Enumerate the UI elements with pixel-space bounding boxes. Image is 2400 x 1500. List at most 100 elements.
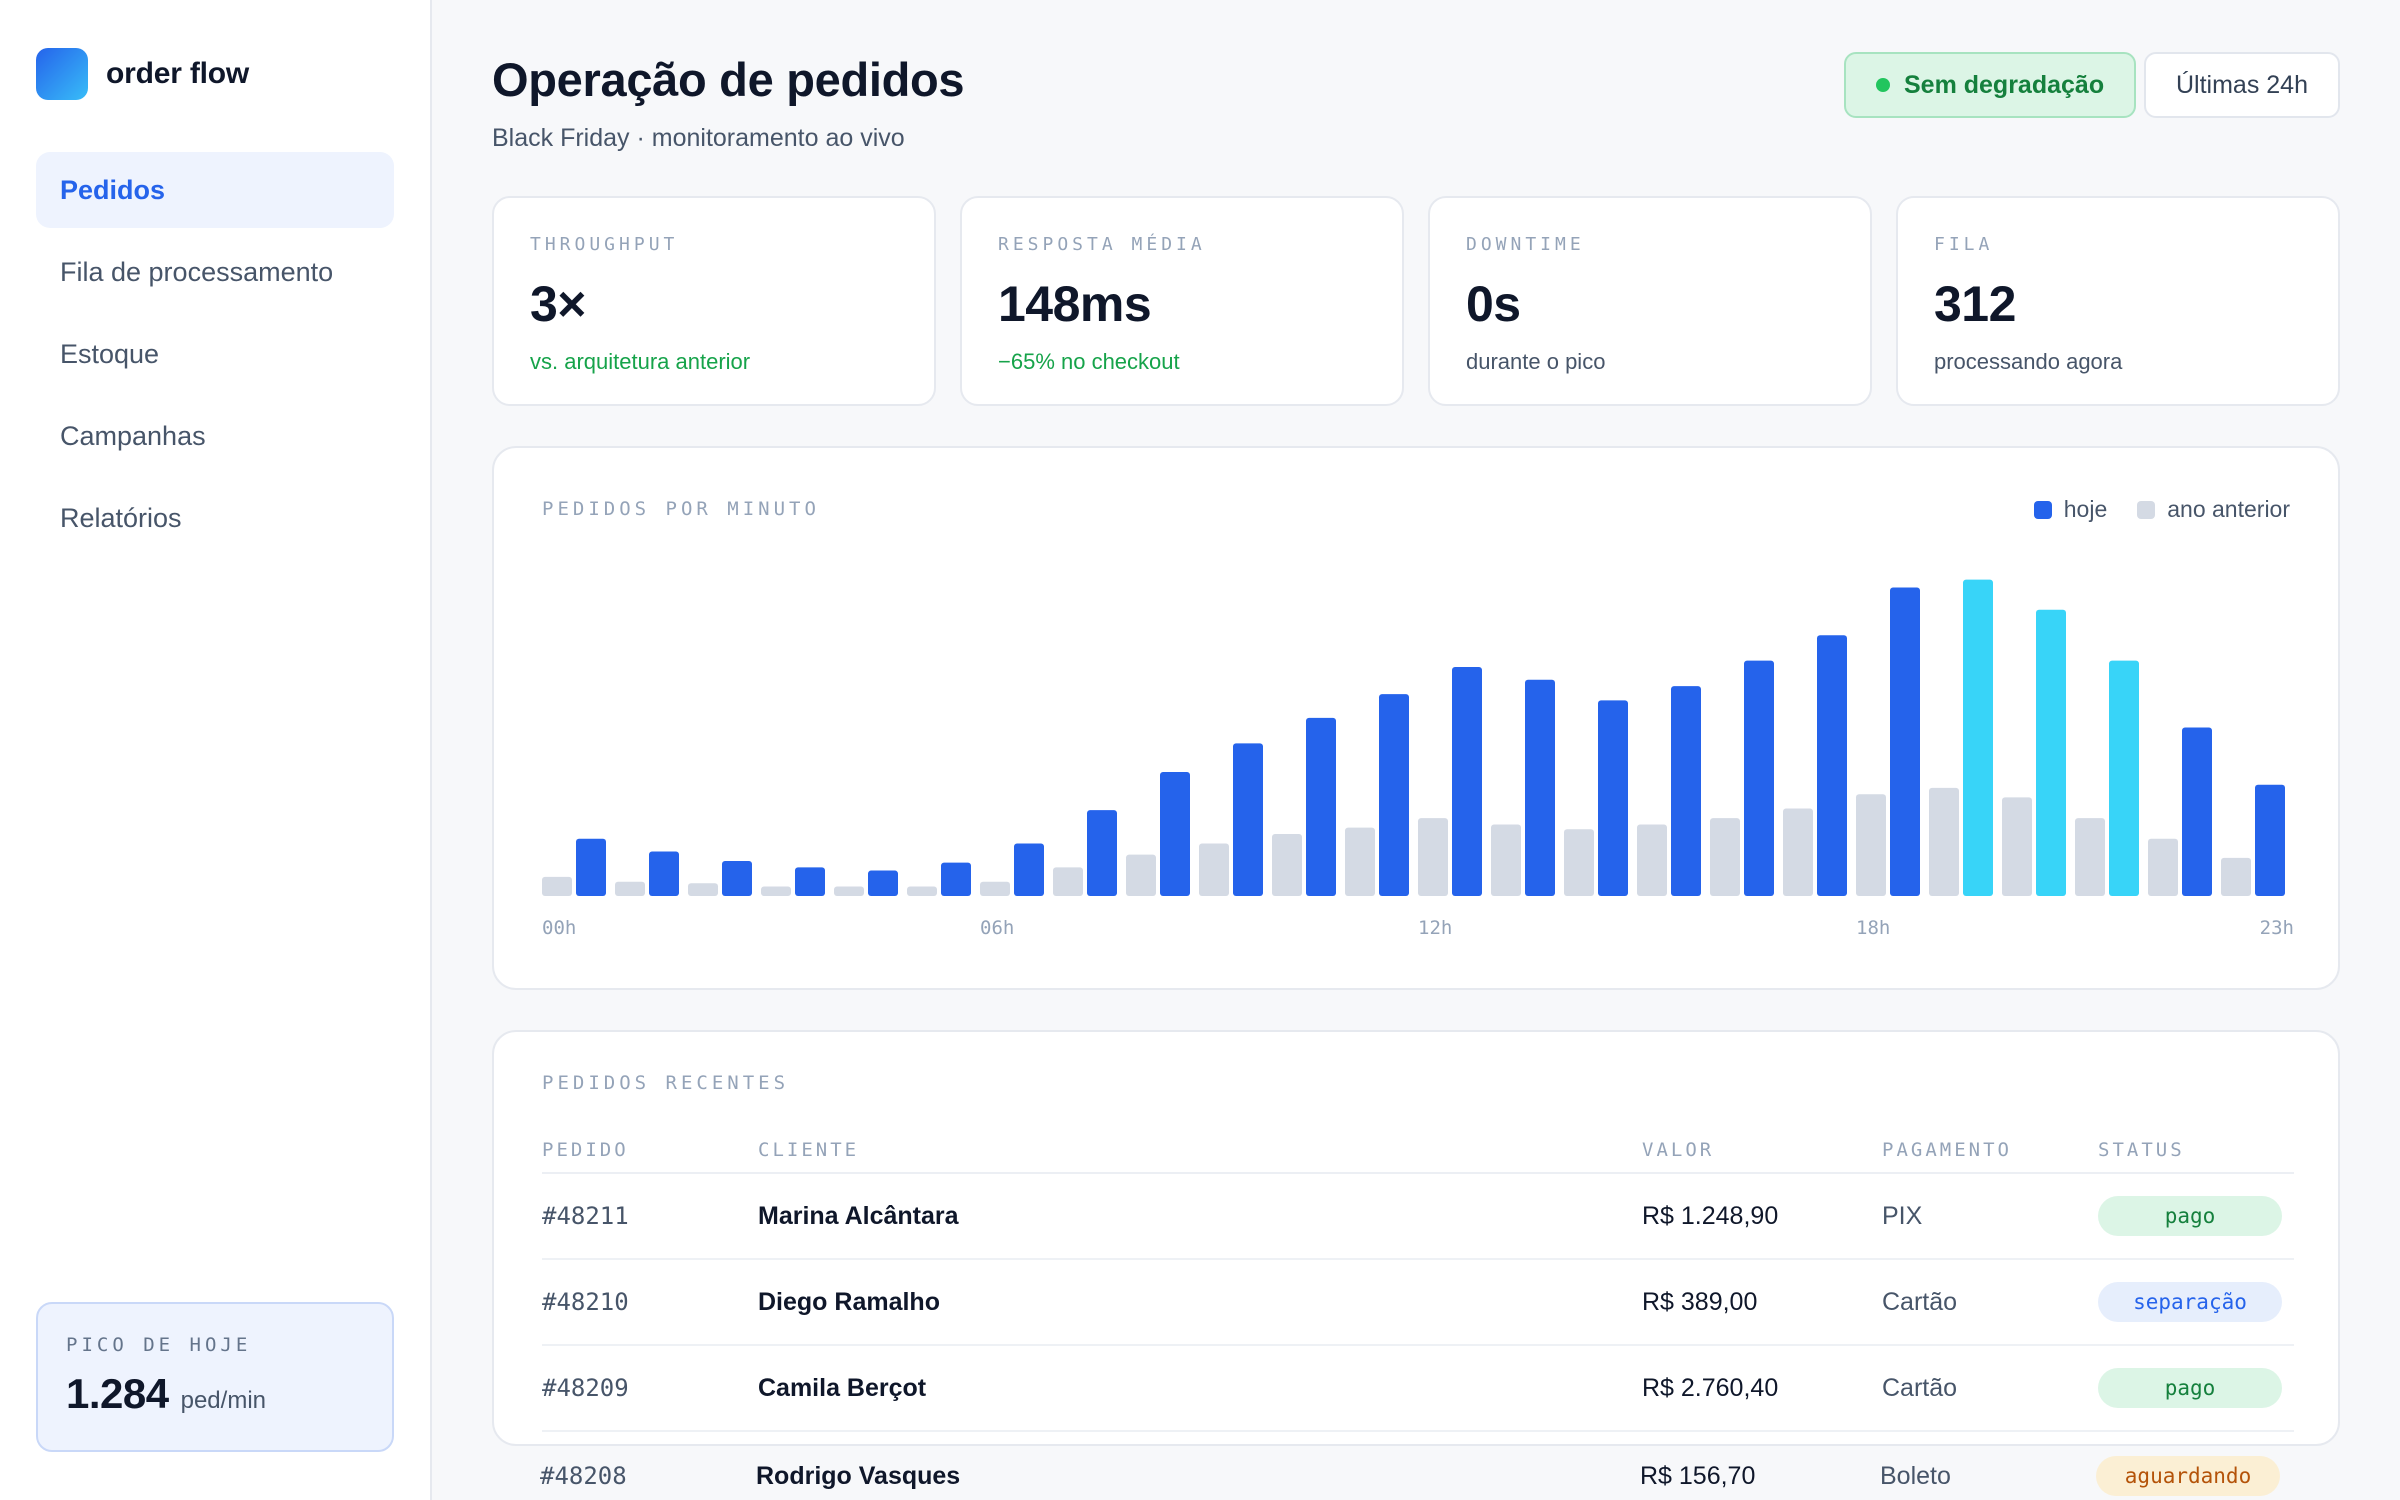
sidebar-item-pedidos[interactable]: Pedidos [36, 152, 394, 228]
kpi-note: −65% no checkout [998, 349, 1180, 374]
status-badge: pago [2098, 1368, 2282, 1408]
order-id: #48210 [542, 1288, 629, 1316]
sidebar-item-label: Fila de processamento [60, 256, 334, 287]
bar-previous-22h [2148, 838, 2178, 896]
bar-previous-23h [2221, 857, 2251, 896]
bar-today-20h [2036, 609, 2066, 896]
sidebar-item-relatorios[interactable]: Relatórios [36, 480, 394, 556]
bar-previous-08h [1126, 854, 1156, 896]
bar-previous-20h [2002, 797, 2032, 896]
peak-value: 1.284 [66, 1370, 169, 1417]
bar-today-06h [1014, 843, 1044, 896]
status-dot-icon [1876, 78, 1890, 92]
column-header-order: PEDIDO [542, 1139, 629, 1161]
kpi-card-queue: FILA 312 processando agora [1896, 196, 2340, 406]
sidebar-item-label: Pedidos [60, 174, 166, 205]
order-payment: Cartão [1882, 1287, 1958, 1316]
kpi-label: RESPOSTA MÉDIA [998, 234, 1206, 255]
sidebar-item-label: Estoque [60, 338, 160, 369]
table-row[interactable]: #48211 Marina Alcântara R$ 1.248,90 PIX … [542, 1174, 2294, 1260]
kpi-card-downtime: DOWNTIME 0s durante o pico [1428, 196, 1872, 406]
bar-previous-09h [1199, 843, 1229, 896]
bar-previous-01h [615, 881, 645, 896]
bar-today-09h [1233, 743, 1263, 896]
legend-item-previous: ano anterior [2137, 496, 2290, 523]
table-row[interactable]: #48210 Diego Ramalho R$ 389,00 Cartão se… [542, 1260, 2294, 1346]
bar-previous-19h [1929, 787, 1959, 896]
bar-previous-14h [1564, 829, 1594, 896]
bar-previous-02h [688, 883, 718, 896]
column-header-payment: PAGAMENTO [1882, 1139, 2012, 1161]
kpi-note: vs. arquitetura anterior [530, 349, 751, 374]
status-badge: separação [2098, 1282, 2282, 1322]
kpi-note: durante o pico [1466, 349, 1606, 374]
sidebar-item-label: Campanhas [60, 420, 206, 451]
bar-today-12h [1452, 667, 1482, 896]
bar-today-21h [2109, 660, 2139, 896]
bar-today-04h [868, 870, 898, 896]
order-id: #48211 [542, 1202, 629, 1230]
brand[interactable]: order flow [36, 48, 249, 100]
bar-chart: 00h 06h 12h 18h 23h [542, 579, 2294, 939]
bar-previous-18h [1856, 794, 1886, 896]
order-payment: Cartão [1882, 1373, 1958, 1402]
bar-today-05h [941, 862, 971, 896]
bar-today-15h [1671, 686, 1701, 896]
order-value: R$ 1.248,90 [1642, 1201, 1779, 1230]
kpi-value: 3× [530, 276, 587, 332]
order-payment: PIX [1882, 1201, 1923, 1230]
table-row[interactable]: #48209 Camila Berçot R$ 2.760,40 Cartão … [542, 1346, 2294, 1432]
sidebar-nav: Pedidos Fila de processamento Estoque Ca… [36, 152, 394, 562]
time-range-button[interactable]: Últimas 24h [2144, 52, 2340, 118]
orders-table: PEDIDO CLIENTE VALOR PAGAMENTO STATUS #4… [542, 1128, 2294, 1432]
bar-today-03h [795, 867, 825, 896]
kpi-label: DOWNTIME [1466, 234, 1585, 255]
order-client: Rodrigo Vasques [756, 1461, 961, 1490]
bar-today-23h [2255, 784, 2285, 896]
sidebar-item-campanhas[interactable]: Campanhas [36, 398, 394, 474]
x-tick-label: 00h [542, 917, 576, 939]
order-value: R$ 2.760,40 [1642, 1373, 1779, 1402]
bar-previous-10h [1272, 833, 1302, 896]
bar-today-07h [1087, 810, 1117, 896]
x-tick-label: 06h [980, 917, 1014, 939]
bar-previous-05h [907, 886, 937, 896]
bar-previous-03h [761, 886, 791, 896]
status-badge: Sem degradação [1844, 52, 2137, 118]
bar-today-08h [1160, 771, 1190, 896]
peak-card: PICO DE HOJE 1.284 ped/min [36, 1302, 394, 1452]
bar-today-19h [1963, 579, 1993, 896]
legend-label: hoje [2063, 496, 2108, 522]
table-header: PEDIDO CLIENTE VALOR PAGAMENTO STATUS [542, 1128, 2294, 1174]
kpi-value: 312 [1934, 276, 2016, 332]
page-title: Operação de pedidos [492, 53, 965, 106]
kpi-value: 148ms [998, 276, 1152, 332]
bar-today-01h [649, 851, 679, 896]
bar-today-18h [1890, 587, 1920, 896]
status-text: Sem degradação [1904, 70, 2105, 99]
peak-unit: ped/min [180, 1387, 266, 1414]
page-subtitle: Black Friday · monitoramento ao vivo [492, 124, 905, 152]
bar-today-22h [2182, 727, 2212, 896]
bar-today-11h [1379, 694, 1409, 896]
bar-today-02h [722, 861, 752, 896]
order-client: Camila Berçot [758, 1373, 927, 1402]
x-tick-label: 23h [2260, 917, 2294, 939]
bar-previous-00h [542, 876, 572, 896]
bar-today-13h [1525, 679, 1555, 896]
sidebar-item-label: Relatórios [60, 502, 182, 533]
sidebar-item-fila[interactable]: Fila de processamento [36, 234, 394, 310]
sidebar-item-estoque[interactable]: Estoque [36, 316, 394, 392]
order-id: #48208 [540, 1462, 627, 1490]
table-row[interactable]: #48208 Rodrigo Vasques R$ 156,70 Boleto … [540, 1452, 2292, 1500]
bar-previous-06h [980, 881, 1010, 896]
kpi-card-throughput: THROUGHPUT 3× vs. arquitetura anterior [492, 196, 936, 406]
kpi-card-response: RESPOSTA MÉDIA 148ms −65% no checkout [960, 196, 1404, 406]
bar-today-16h [1744, 660, 1774, 896]
kpi-label: THROUGHPUT [530, 234, 679, 255]
status-badge: aguardando [2096, 1456, 2280, 1496]
kpi-note: processando agora [1934, 349, 2123, 374]
column-header-client: CLIENTE [758, 1139, 860, 1161]
bar-previous-12h [1418, 818, 1448, 896]
kpi-row: THROUGHPUT 3× vs. arquitetura anterior R… [492, 196, 2340, 406]
